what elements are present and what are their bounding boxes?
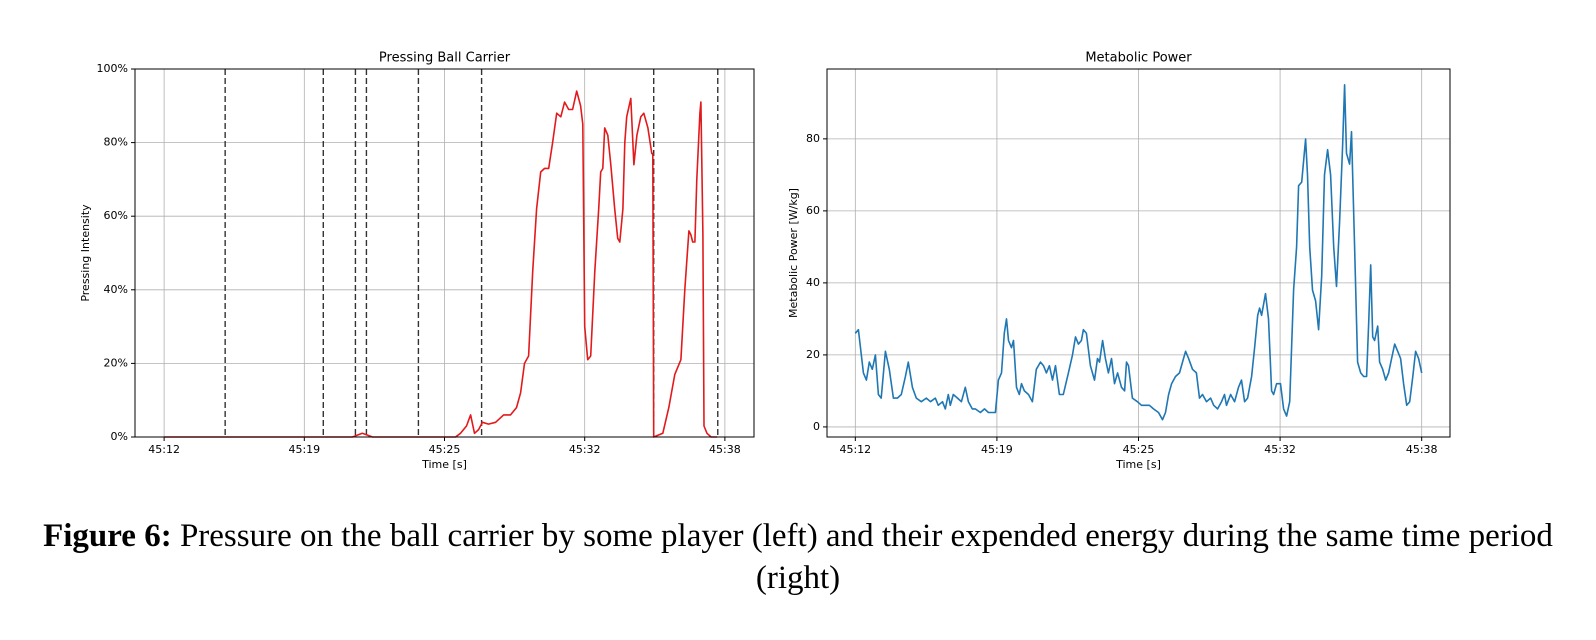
y-tick-label: 40 (806, 276, 820, 289)
y-tick-label: 0 (813, 420, 820, 433)
axes-frame (134, 68, 755, 438)
y-tick-label: 60% (104, 209, 128, 222)
caption: Figure 6: Pressure on the ball carrier b… (0, 515, 1596, 599)
x-tick-label: 45:12 (148, 443, 180, 456)
y-tick-label: 20 (806, 348, 820, 361)
y-axis-label: Metabolic Power [W/kg] (787, 188, 800, 318)
y-tick-label: 20% (104, 356, 128, 369)
figure: 45:12 45:19 45:25 45:32 45:38 0% 20% 40% 60% 80% 1… (79, 51, 1451, 471)
x-tick-label: 45:25 (1123, 443, 1155, 456)
x-axis-label: Time [s] (421, 458, 467, 471)
caption-text: Pressure on the ball carrier by some pla… (179, 518, 1553, 596)
y-tick-label: 80 (806, 132, 820, 145)
caption-body: Figure 6: Pressure on the ball carrier b… (38, 515, 1558, 599)
x-axis-label: Time [s] (1115, 458, 1161, 471)
caption-label: Figure 6: (43, 518, 172, 554)
x-tick-label: 45:38 (709, 443, 741, 456)
x-tick-label: 45:32 (569, 443, 601, 456)
data-line (164, 90, 718, 438)
x-tick-label: 45:32 (1264, 443, 1296, 456)
x-tick-label: 45:38 (1406, 443, 1438, 456)
y-tick-label: 40% (104, 283, 128, 296)
chart-title: Metabolic Power (1085, 51, 1192, 66)
data-line (854, 84, 1423, 421)
y-tick-label: 100% (97, 62, 128, 75)
y-axis-label: Pressing Intensity (79, 204, 92, 302)
y-tick-label: 80% (104, 136, 128, 149)
y-tick-label: 60 (806, 204, 820, 217)
chart-title: Pressing Ball Carrier (379, 51, 511, 66)
x-tick-label: 45:19 (288, 443, 320, 456)
axes-frame (826, 68, 1451, 438)
x-tick-label: 45:12 (839, 443, 871, 456)
x-tick-label: 45:19 (981, 443, 1013, 456)
x-tick-label: 45:25 (429, 443, 461, 456)
y-tick-label: 0% (111, 430, 128, 443)
